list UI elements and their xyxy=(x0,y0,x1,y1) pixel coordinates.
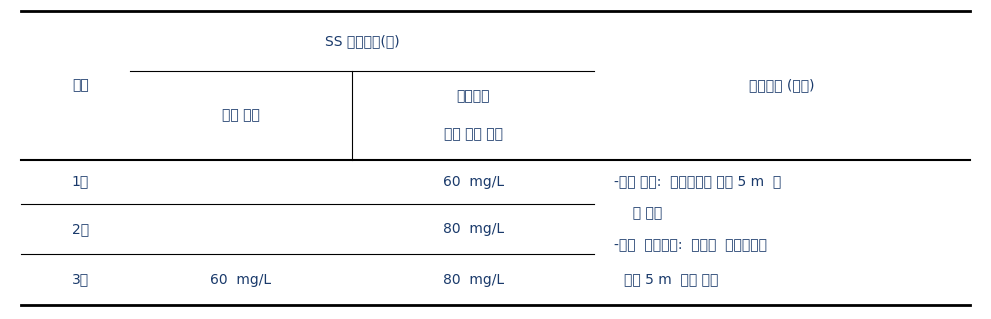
Text: -여수  방류구간:  여수토  오탁방지막: -여수 방류구간: 여수토 오탁방지막 xyxy=(614,238,767,252)
Text: 여수 방류 구간: 여수 방류 구간 xyxy=(444,127,502,141)
Text: 60  mg/L: 60 mg/L xyxy=(443,174,503,189)
Text: 내 지점: 내 지점 xyxy=(624,206,662,220)
Text: 2안: 2안 xyxy=(72,222,89,236)
Text: 80  mg/L: 80 mg/L xyxy=(443,222,503,236)
Text: 측정지점 (공통): 측정지점 (공통) xyxy=(749,78,815,92)
Text: SS 관리기준(안): SS 관리기준(안) xyxy=(325,34,399,48)
Text: 1안: 1안 xyxy=(71,174,89,189)
Text: 80  mg/L: 80 mg/L xyxy=(443,273,503,287)
Text: 60  mg/L: 60 mg/L xyxy=(210,273,272,287)
Text: 3안: 3안 xyxy=(72,273,89,287)
Text: 바깥 5 m  이내 지점: 바깥 5 m 이내 지점 xyxy=(624,273,718,287)
Text: 구분: 구분 xyxy=(72,78,89,92)
Text: 매립구역: 매립구역 xyxy=(457,89,490,103)
Text: -준설 구역:  오탁방지막 바깥 5 m  이: -준설 구역: 오탁방지막 바깥 5 m 이 xyxy=(614,174,781,189)
Text: 준설 구역: 준설 구역 xyxy=(222,108,260,122)
